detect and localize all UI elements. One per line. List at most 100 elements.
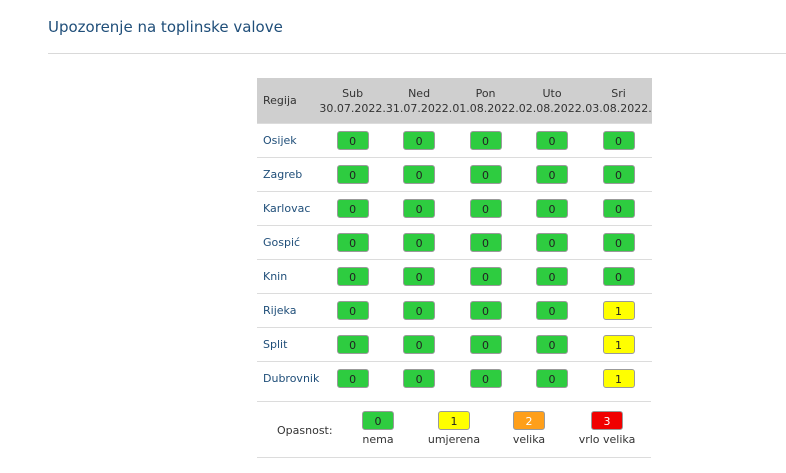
level-cell: 0 bbox=[452, 123, 519, 158]
level-cell: 0 bbox=[319, 259, 386, 294]
level-badge: 0 bbox=[536, 233, 569, 252]
day-date: 30.07.2022. bbox=[319, 101, 386, 115]
legend-text: nema bbox=[362, 433, 394, 446]
level-cell: 0 bbox=[452, 259, 519, 294]
level-badge: 0 bbox=[403, 233, 436, 252]
legend-text: umjerena bbox=[427, 433, 481, 446]
level-badge: 0 bbox=[403, 335, 436, 354]
level-cell: 0 bbox=[385, 293, 453, 328]
level-badge: 0 bbox=[336, 267, 369, 286]
table-row: Karlovac 0 0 0 0 0 bbox=[257, 191, 652, 226]
level-badge: 0 bbox=[336, 131, 369, 150]
table-row: Knin 0 0 0 0 0 bbox=[257, 259, 652, 294]
region-name: Dubrovnik bbox=[257, 361, 320, 395]
level-cell: 0 bbox=[518, 259, 586, 294]
level-cell: 1 bbox=[585, 361, 652, 395]
day-column-header: Uto 02.08.2022. bbox=[518, 78, 586, 124]
day-date: 02.08.2022. bbox=[518, 101, 586, 115]
level-badge: 0 bbox=[536, 369, 569, 388]
day-name: Ned bbox=[408, 86, 431, 100]
region-name: Zagreb bbox=[257, 157, 320, 192]
level-cell: 0 bbox=[385, 259, 453, 294]
legend-item-umjerena: 1 umjerena bbox=[419, 411, 489, 446]
level-badge: 0 bbox=[336, 199, 369, 218]
level-cell: 0 bbox=[319, 123, 386, 158]
level-cell: 0 bbox=[319, 157, 386, 192]
level-badge: 0 bbox=[469, 199, 502, 218]
table-row: Osijek 0 0 0 0 0 bbox=[257, 123, 652, 158]
day-name: Uto bbox=[542, 86, 562, 100]
level-cell: 0 bbox=[518, 293, 586, 328]
level-cell: 0 bbox=[319, 327, 386, 362]
level-badge: 0 bbox=[602, 199, 635, 218]
level-badge: 0 bbox=[536, 335, 569, 354]
legend-badge: 2 bbox=[513, 411, 545, 430]
danger-legend: Opasnost: 0 nema 1 umjerena 2 velika 3 v… bbox=[257, 401, 651, 458]
day-date: 01.08.2022. bbox=[452, 101, 519, 115]
level-cell: 0 bbox=[518, 327, 586, 362]
level-cell: 0 bbox=[319, 293, 386, 328]
level-badge: 0 bbox=[469, 369, 502, 388]
level-cell: 0 bbox=[319, 225, 386, 260]
level-cell: 1 bbox=[585, 293, 652, 328]
day-name: Sub bbox=[342, 86, 364, 100]
level-badge: 0 bbox=[602, 233, 635, 252]
level-badge: 0 bbox=[469, 131, 502, 150]
level-badge: 0 bbox=[536, 165, 569, 184]
page-title: Upozorenje na toplinske valove bbox=[48, 18, 283, 36]
level-badge: 0 bbox=[536, 199, 569, 218]
level-cell: 0 bbox=[385, 225, 453, 260]
level-badge: 0 bbox=[536, 301, 569, 320]
day-column-header: Ned 31.07.2022. bbox=[385, 78, 453, 124]
table-row: Dubrovnik 0 0 0 0 1 bbox=[257, 361, 652, 395]
level-cell: 0 bbox=[319, 361, 386, 395]
level-badge: 0 bbox=[536, 267, 569, 286]
level-badge: 0 bbox=[403, 165, 436, 184]
region-column-header: Regija bbox=[257, 78, 320, 124]
level-cell: 0 bbox=[452, 327, 519, 362]
level-cell: 0 bbox=[585, 157, 652, 192]
level-cell: 0 bbox=[319, 191, 386, 226]
table-row: Zagreb 0 0 0 0 0 bbox=[257, 157, 652, 192]
level-badge: 0 bbox=[469, 165, 502, 184]
legend-item-vrlo-velika: 3 vrlo velika bbox=[572, 411, 642, 446]
level-badge: 0 bbox=[403, 267, 436, 286]
region-name: Karlovac bbox=[257, 191, 320, 226]
level-badge: 0 bbox=[336, 165, 369, 184]
level-cell: 0 bbox=[385, 361, 453, 395]
level-cell: 0 bbox=[452, 293, 519, 328]
legend-text: velika bbox=[512, 433, 546, 446]
level-cell: 0 bbox=[518, 361, 586, 395]
level-badge: 0 bbox=[602, 131, 635, 150]
level-cell: 0 bbox=[585, 191, 652, 226]
level-badge: 1 bbox=[602, 335, 635, 354]
level-badge: 0 bbox=[469, 233, 502, 252]
level-cell: 0 bbox=[518, 225, 586, 260]
level-cell: 0 bbox=[585, 123, 652, 158]
level-badge: 0 bbox=[336, 369, 369, 388]
legend-item-velika: 2 velika bbox=[494, 411, 564, 446]
level-cell: 0 bbox=[385, 327, 453, 362]
level-cell: 0 bbox=[518, 123, 586, 158]
region-name: Gospić bbox=[257, 225, 320, 260]
level-cell: 0 bbox=[585, 225, 652, 260]
region-name: Osijek bbox=[257, 123, 320, 158]
table-row: Rijeka 0 0 0 0 1 bbox=[257, 293, 652, 328]
level-cell: 0 bbox=[452, 361, 519, 395]
day-column-header: Sub 30.07.2022. bbox=[319, 78, 386, 124]
level-cell: 1 bbox=[585, 327, 652, 362]
level-cell: 0 bbox=[585, 259, 652, 294]
region-name: Split bbox=[257, 327, 320, 362]
heatwave-table: Regija Sub 30.07.2022. Ned 31.07.2022. Pon… bbox=[257, 78, 652, 395]
level-badge: 0 bbox=[403, 369, 436, 388]
day-date: 31.07.2022. bbox=[385, 101, 453, 115]
table-row: Gospić 0 0 0 0 0 bbox=[257, 225, 652, 260]
level-cell: 0 bbox=[385, 123, 453, 158]
level-badge: 0 bbox=[602, 165, 635, 184]
level-cell: 0 bbox=[518, 191, 586, 226]
level-badge: 1 bbox=[602, 301, 635, 320]
level-badge: 0 bbox=[602, 267, 635, 286]
day-name: Pon bbox=[475, 86, 496, 100]
level-badge: 0 bbox=[469, 301, 502, 320]
